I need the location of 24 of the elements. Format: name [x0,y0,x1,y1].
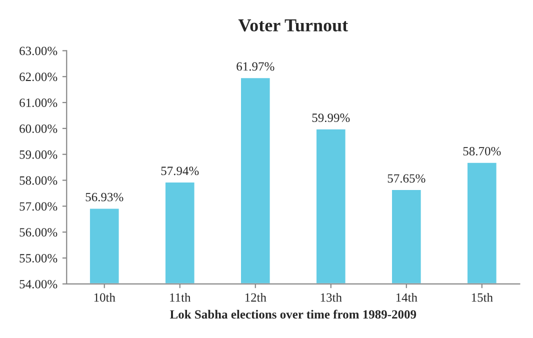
data-label: 61.97% [236,62,274,71]
x-tick-label: 15th [472,292,493,302]
data-label: 59.99% [312,114,350,122]
data-label: 57.94% [161,166,199,176]
y-tick-label: 63.00% [20,46,58,56]
y-tick-label: 54.00% [20,280,58,288]
y-tick-label: 58.00% [20,176,58,185]
y-tick-label: 55.00% [20,254,58,263]
chart-title: Voter Turnout [238,19,348,32]
data-label: 57.65% [388,174,426,183]
x-tick-label: 13th [320,292,342,302]
y-tick-label: 62.00% [20,72,58,82]
y-tick-label: 56.00% [20,228,58,237]
y-tick-label: 61.00% [20,98,58,108]
y-tick-label: 59.00% [20,150,58,159]
x-axis-title: Lok Sabha elections over time from 1989-2009 [170,310,416,319]
x-tick-label: 11th [170,292,191,302]
data-label: 56.93% [86,192,124,202]
y-tick-label: 60.00% [20,124,58,133]
y-tick-label: 57.00% [20,202,58,211]
x-tick-label: 10th [94,292,116,302]
x-tick-label: 12th [245,292,266,302]
x-tick-label: 14th [396,292,418,302]
data-label: 58.70% [463,146,501,156]
